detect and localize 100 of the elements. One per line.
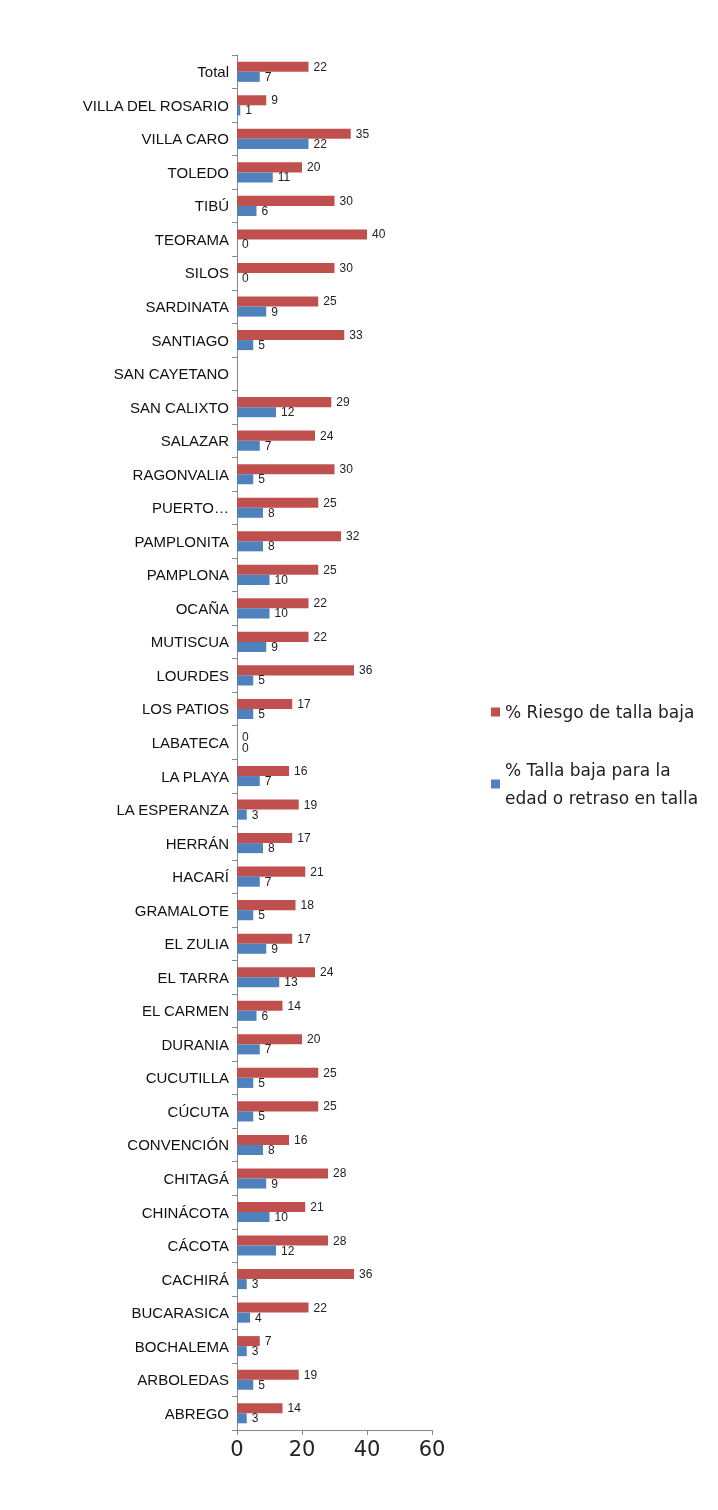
x-tick-label: 20 [288, 1436, 316, 1461]
y-tick-label: PAMPLONA [146, 566, 229, 584]
data-label: 19 [303, 1367, 318, 1382]
bar [237, 474, 254, 485]
y-tick-label: RAGONVALIA [132, 465, 229, 483]
legend-label: % Talla baja para la edad o retraso en talla [505, 760, 699, 808]
bar [237, 229, 367, 240]
bar [237, 397, 332, 408]
data-label: 10 [274, 1210, 289, 1225]
data-label: 40 [372, 227, 386, 242]
data-label: 7 [264, 438, 272, 453]
bar [237, 340, 254, 351]
data-label: 9 [271, 639, 279, 654]
y-tick-label: HERRÁN [165, 834, 229, 852]
data-label: 30 [339, 462, 354, 477]
data-label: 5 [258, 908, 266, 923]
bar [237, 1067, 319, 1078]
bar [237, 1269, 354, 1280]
bar [237, 128, 351, 139]
y-tick-label: PAMPLONITA [134, 532, 229, 550]
data-label: 33 [349, 328, 363, 343]
data-label: 24 [320, 965, 334, 980]
y-tick-label: LA ESPERANZA [116, 801, 229, 819]
x-tick-label: 40 [353, 1436, 381, 1461]
bar [237, 1403, 283, 1414]
data-label: 17 [297, 696, 311, 711]
bar [237, 708, 254, 720]
data-label: 8 [268, 841, 275, 856]
bar [237, 1245, 276, 1256]
data-label: 5 [258, 673, 266, 688]
data-label: 21 [310, 1199, 324, 1214]
data-label: 18 [300, 898, 315, 913]
y-tick-label: Total [197, 63, 229, 81]
y-tick-label: CHINÁCOTA [141, 1203, 229, 1221]
bar [237, 296, 319, 307]
bar [237, 1413, 247, 1424]
y-tick-label: BUCARASICA [131, 1304, 229, 1322]
data-label: 25 [323, 1065, 337, 1080]
data-label: 1 [245, 103, 253, 118]
y-tick-label: GRAMALOTE [134, 901, 229, 919]
bar [237, 765, 289, 777]
data-label: 12 [281, 1243, 295, 1258]
y-tick-label: EL TARRA [157, 968, 229, 986]
data-label: 25 [323, 495, 337, 510]
data-label: 21 [310, 864, 324, 879]
x-tick-label: 60 [418, 1436, 446, 1461]
data-label: 22 [313, 596, 328, 611]
data-label: 3 [251, 1344, 259, 1359]
bar [237, 172, 273, 183]
y-tick-label: PUERTO… [152, 499, 229, 517]
data-label: 8 [268, 1142, 275, 1157]
bar [237, 1369, 299, 1380]
data-label: 0 [242, 271, 249, 286]
data-label: 6 [261, 1008, 269, 1023]
bar [237, 205, 257, 216]
y-tick-label: SAN CALIXTO [130, 398, 229, 416]
bar [237, 1178, 267, 1189]
y-tick-label: LOURDES [156, 666, 229, 684]
bar [237, 809, 247, 820]
y-tick-label: CÚCUTA [167, 1102, 229, 1120]
y-tick-label: SAN CAYETANO [113, 365, 229, 383]
data-label: 0 [242, 237, 249, 252]
y-tick-label: CHITAGÁ [163, 1169, 229, 1187]
bar [237, 262, 335, 273]
data-label: 10 [274, 606, 289, 621]
bar [237, 631, 309, 642]
bar [237, 330, 345, 341]
data-label: 5 [258, 338, 266, 353]
data-label: 13 [284, 975, 298, 990]
data-label: 25 [323, 294, 337, 309]
data-label: 5 [258, 1075, 266, 1090]
bar [237, 71, 260, 82]
bar [237, 440, 260, 451]
bar [237, 1101, 319, 1112]
data-label: 22 [313, 136, 328, 151]
bar [237, 61, 309, 72]
bar [237, 833, 293, 844]
bar [237, 430, 315, 441]
data-label: 25 [323, 562, 337, 577]
y-tick-label: SILOS [184, 264, 229, 282]
bar [237, 507, 263, 518]
y-tick-label: SANTIAGO [151, 331, 229, 349]
bar [237, 977, 280, 988]
bar [237, 598, 309, 609]
data-label: 14 [287, 998, 302, 1013]
y-tick-label: TOLEDO [167, 163, 229, 181]
data-label: 12 [281, 405, 295, 420]
data-label: 9 [271, 941, 279, 956]
bar [237, 162, 302, 173]
y-tick-label: CUCUTILLA [145, 1069, 229, 1087]
data-label: 9 [271, 1176, 279, 1191]
data-label: 29 [336, 395, 350, 410]
data-label: 10 [274, 572, 289, 587]
bar [237, 1010, 257, 1021]
y-tick-label: VILLA DEL ROSARIO [82, 96, 229, 114]
bar [237, 541, 263, 552]
y-tick-label: LOS PATIOS [142, 700, 229, 718]
bar [237, 675, 254, 686]
data-label: 3 [251, 1277, 259, 1292]
data-label: 30 [339, 260, 354, 275]
